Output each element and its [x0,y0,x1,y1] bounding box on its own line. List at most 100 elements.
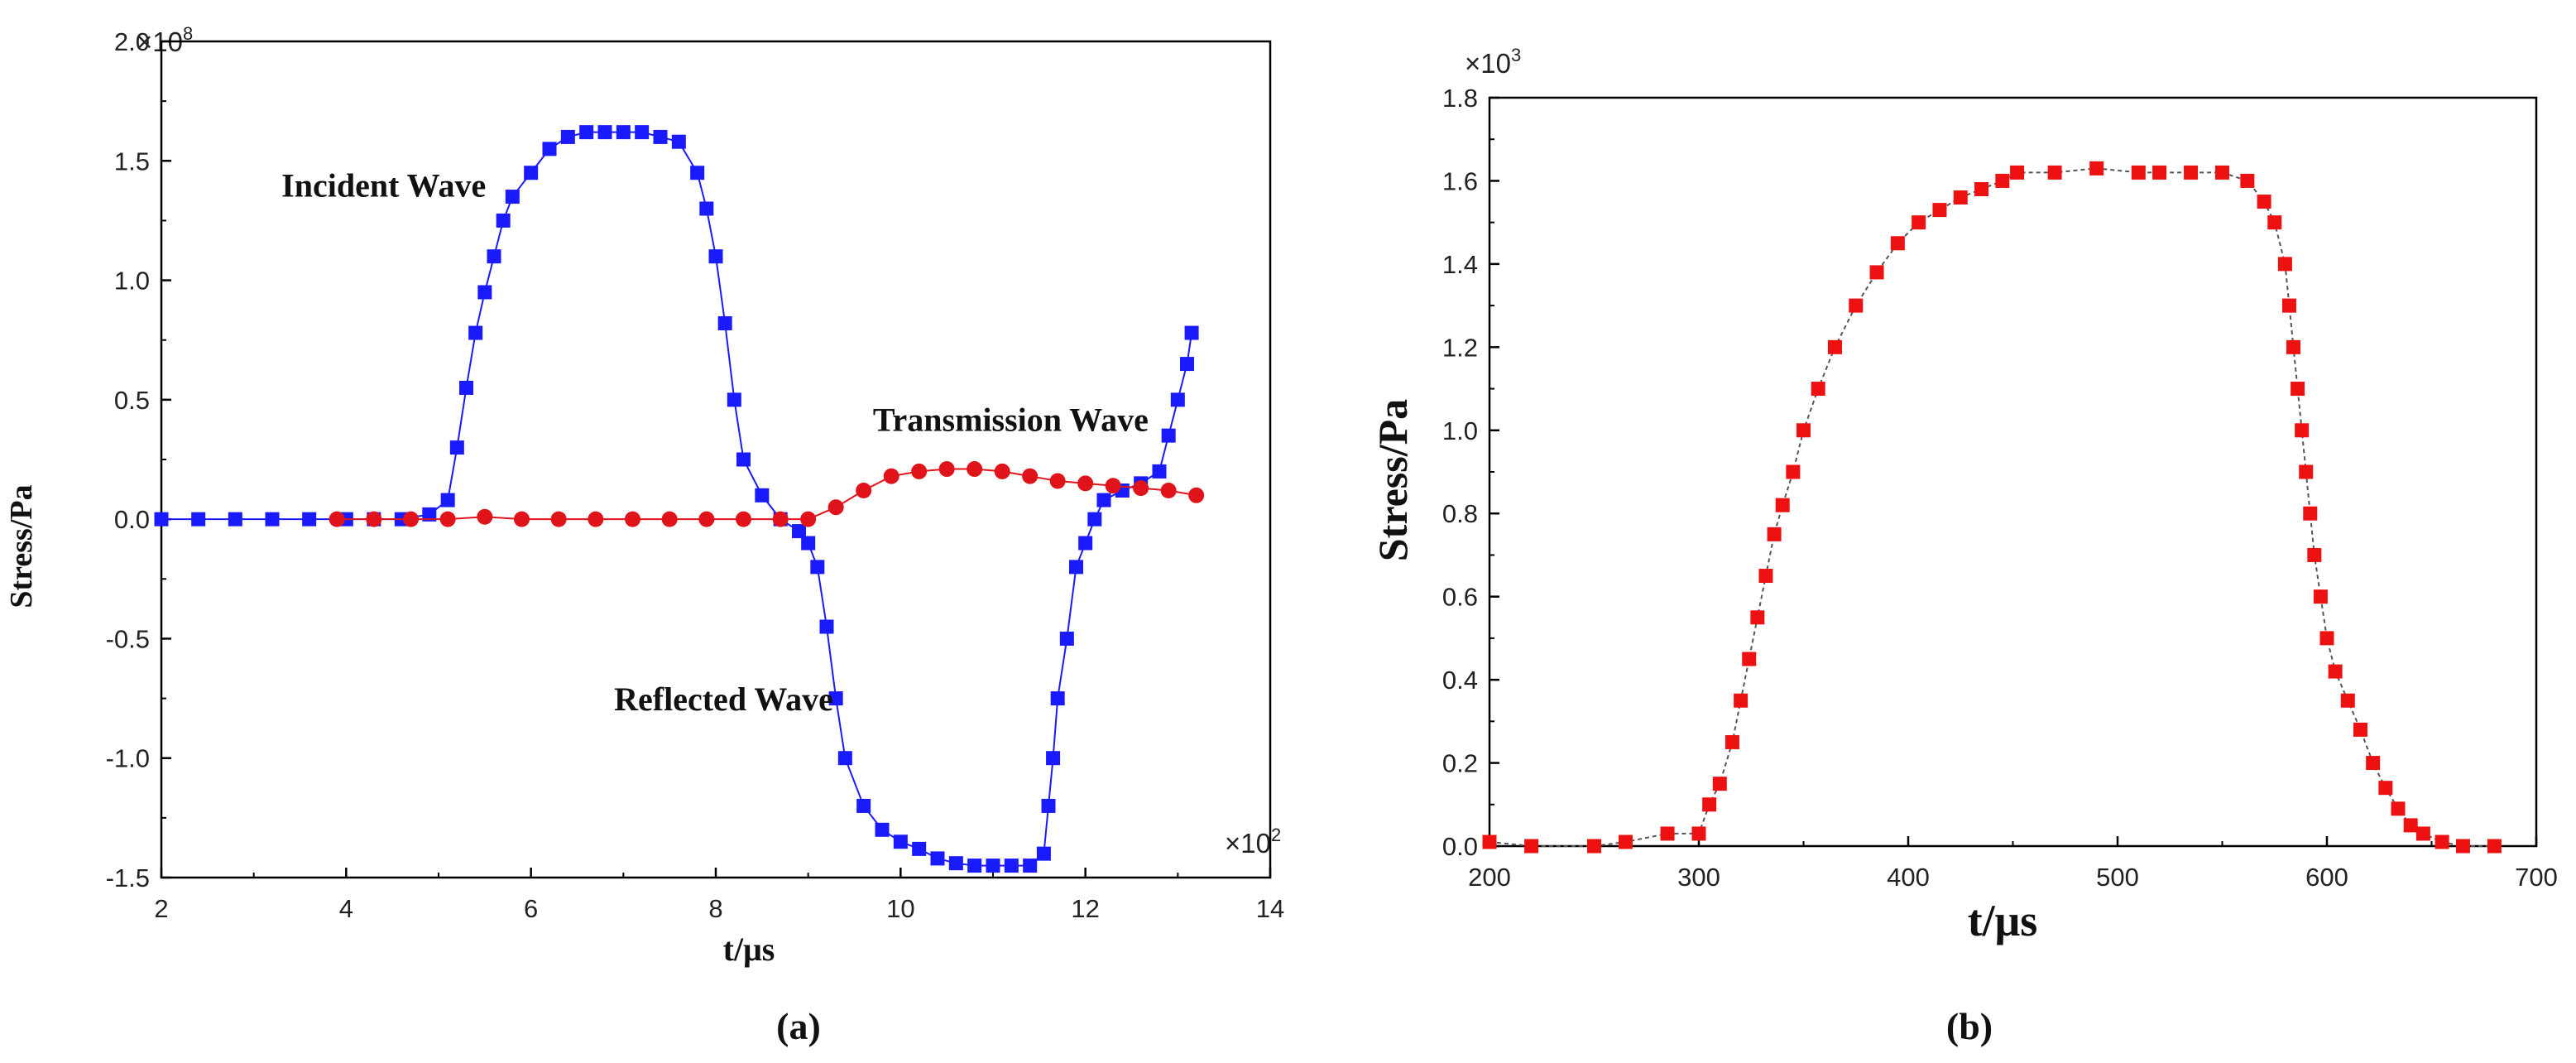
panel-a-y-tick-label: 0.5 [114,386,150,415]
panel-a-series-0-point [856,798,871,813]
panel-a-series-1-point [625,511,640,527]
panel-b-series-0-point [1796,423,1811,438]
panel-b-series-0-point [1712,777,1727,791]
panel-b-series-0-point [2378,781,2393,796]
panel-a-series-0-point [228,512,242,527]
panel-b-y-tick-label: 0.6 [1442,583,1478,612]
panel-b-series-0-point [1849,298,1864,313]
panel-a-series-0-point [819,619,834,634]
panel-b-series-0-point [1932,203,1947,218]
panel-b-series-0-point [1742,652,1757,666]
panel-a-series-0-point [477,285,492,300]
panel-b-series-0-point [2299,464,2314,479]
panel-b-series-0-point [1974,181,1989,196]
panel-a-series-0-point [708,249,723,264]
panel-a-series-0-point [810,560,825,575]
panel-b-x-tick-label: 300 [1677,863,1720,892]
panel-b-series-0-point [1811,382,1825,397]
panel-a-series-1-point [329,511,345,527]
panel-a-series-1-point [938,461,955,478]
panel-a-series-0-point [801,536,816,551]
panel-b-series-0-point [1758,569,1773,584]
panel-b-series-0-point [1482,835,1497,849]
panel-b-series-0-point [1524,839,1539,854]
panel-a-series-0-point [635,125,650,140]
panel-a-series-0-point [717,316,732,331]
panel-a-series-1-point [366,511,382,527]
panel-a-x-tick-label: 10 [886,894,914,923]
panel-a-series-1-point [477,508,493,525]
panel-a-series-0-point [1184,325,1199,340]
panel-a-series-0-point [579,125,594,140]
panel-a-ylabel: Stress/Pa [4,484,39,608]
panel-a-series-0-point [265,512,280,527]
panel-a-series-0-point [154,512,169,527]
panel-a-series-1-line [337,468,1197,521]
panel-a-series-0-point [986,859,1000,873]
panel-a-series-0-point [1170,392,1185,407]
panel-a-series-1-point [1049,473,1066,489]
panel-a-series-0-point [496,213,511,228]
panel-b-series-0-point [2291,382,2305,397]
panel-a-series-0-point [459,380,473,395]
panel-a-series-0-point [616,125,631,140]
panel-a-series-1-point [1105,478,1121,494]
panel-b-series-0-point [1890,236,1905,251]
panel-b-series-0-point [2215,165,2229,180]
panel-b-series-0-point [2391,801,2406,816]
panel-a-series-0-point [837,751,852,766]
panel-a-series-0-point [487,249,501,264]
panel-a-series-1-point [736,511,751,527]
panel-a-series-0-point [1041,798,1056,813]
panel-b-series-0-point [2010,165,2025,180]
panel-b-series-0-point [2267,215,2282,230]
panel-a-series-0-point [727,392,741,407]
panel-b-y-multiplier: ×103 [1465,45,1521,79]
panel-b-series-0-point [1995,173,2010,188]
panel-a-series-0-point [912,841,927,856]
panel-b-x-tick-label: 600 [2305,863,2348,892]
panel-a-series-0-point [440,493,455,507]
panel-a-series-1-point [800,511,817,527]
panel-b-series-0-point [1725,734,1739,749]
panel-a-series-1-point [911,463,928,479]
panel-a-x-multiplier: ×102 [1225,825,1281,859]
panel-a-annotation: Incident Wave [281,167,486,204]
panel-a-series-1-point [1077,475,1094,492]
panel-b-series-0-point [1767,527,1782,541]
panel-a-series-0-point [468,325,483,340]
panel-a-series-0-point [542,142,557,156]
panel-b-series-0-point [2184,165,2199,180]
panel-b-series-0-point [1587,839,1601,854]
panel-a-series-1-point [661,511,678,527]
panel-a-annotation: Reflected Wave [614,681,833,718]
panel-b-y-tick-label: 1.4 [1442,250,1478,279]
panel-b-y-tick-label: 1.0 [1442,416,1478,445]
panel-a-series-0-point [1087,512,1102,527]
panel-a-series-1-point [827,499,844,516]
panel-a-series-1-point [403,511,419,527]
panel-b-y-tick-label: 1.6 [1442,166,1478,195]
panel-a-series-0-point [597,125,612,140]
panel-a-series-1-point [1160,483,1177,499]
panel-a-series-0-point [1152,464,1167,479]
panel-b-series-0-line [1489,167,2495,847]
panel-a-series-1-point [1133,480,1149,497]
panel-a-series-0-point [792,524,806,539]
panel-b-series-0-point [2047,165,2062,180]
panel-a-series-0-point [1023,859,1038,873]
panel-b-x-tick-label: 400 [1887,863,1930,892]
panel-b-series-0-point [2277,257,2292,272]
panel-b-caption: (b) [1946,1005,1993,1047]
panel-a-series-0-point [875,822,890,837]
panel-b-x-tick-label: 200 [1468,863,1511,892]
panel-a-series-0-point [449,440,464,455]
panel-b-series-0-point [2295,423,2310,438]
panel-b-series-0-point [2240,173,2255,188]
panel-a-series-0-point [930,851,945,866]
panel-b-series-0-point [2487,839,2502,854]
panel-a-x-tick-label: 12 [1071,894,1099,923]
panel-a-series-1-point [439,511,456,527]
chart-panel-b: Stress/Pa t/μs ×103 (b) 200 300 400 500 600 7… [1370,45,2558,1047]
panel-b-series-0-point [2313,589,2328,604]
